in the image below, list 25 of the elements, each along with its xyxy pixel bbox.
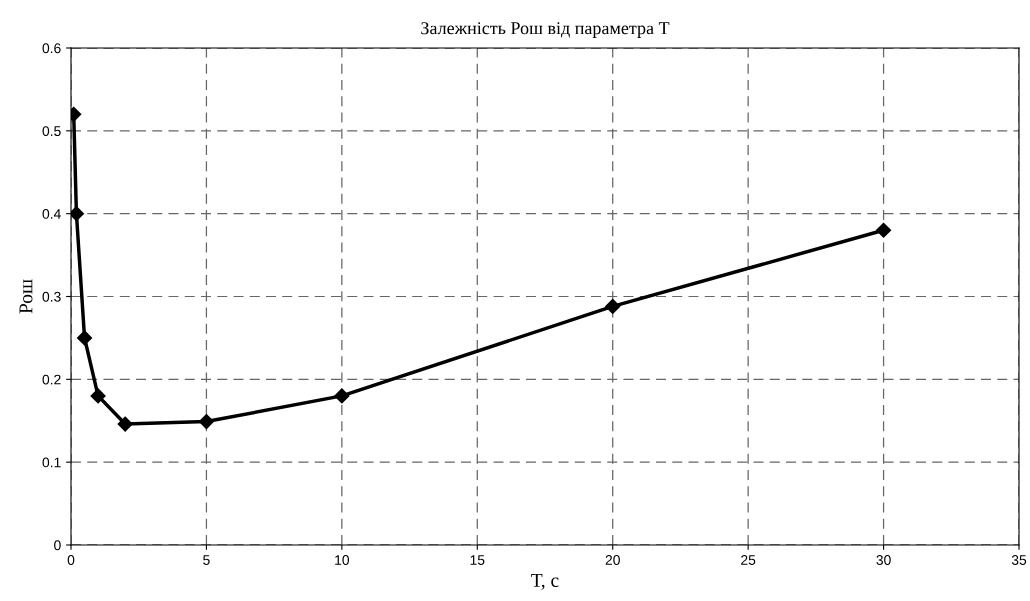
y-tick-label: 0.3 [42, 291, 61, 302]
x-tick-label: 35 [1011, 555, 1027, 565]
y-tick-label: 0.5 [42, 126, 61, 136]
point [605, 298, 621, 315]
y-tick-label: 0.2 [42, 374, 61, 385]
point [876, 222, 892, 238]
x-axis-title: Т, с [531, 573, 559, 590]
y-tick-label: 0.6 [42, 43, 61, 54]
x-tick-label: 10 [335, 555, 350, 565]
y-axis-title: Рош [19, 279, 33, 314]
point [76, 330, 93, 346]
y-tick-label: 0 [54, 540, 61, 551]
point [198, 414, 214, 430]
y-tick-label: 0.1 [42, 457, 61, 468]
x-tick-label: 25 [741, 555, 756, 565]
point [117, 416, 133, 432]
point [334, 388, 350, 404]
x-tick-label: 5 [203, 555, 210, 565]
x-tick-label: 0 [67, 555, 75, 565]
x-tick-label: 20 [605, 555, 620, 565]
point [90, 388, 106, 404]
y-tick-label: 0.4 [42, 209, 61, 219]
chart-title: Залежність Рош від параметра Т [421, 22, 670, 38]
x-tick-label: 30 [876, 555, 891, 565]
x-tick-label: 15 [470, 555, 485, 565]
